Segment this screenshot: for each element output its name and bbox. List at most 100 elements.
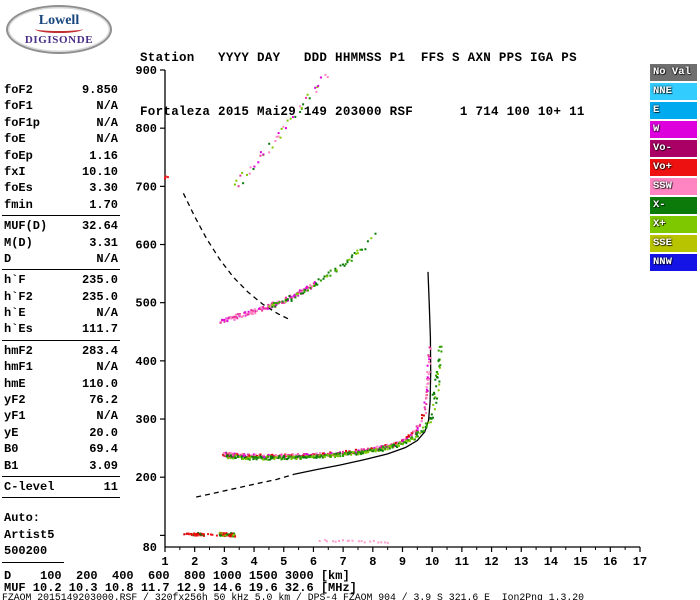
echo-trace-f2-hop-x [268, 248, 363, 308]
d-distance-row: D 100 200 400 600 800 1000 1500 3000 [km… [4, 569, 350, 583]
header-labels-line: Station YYYY DAY DDD HHMMSS P1 FFS S AXN… [140, 51, 577, 65]
legend-item-noval: No Val [650, 64, 697, 81]
param-value: 3.31 [89, 235, 118, 250]
x-tick-label: 5 [280, 555, 287, 569]
curve-muf-transmission-curve [182, 193, 290, 321]
param-label: hmE [4, 376, 26, 391]
y-tick-label: 80 [143, 541, 157, 555]
param-value: 9.850 [81, 83, 118, 97]
x-tick-label: 2 [191, 555, 198, 569]
param-row-hme: hmE 110.0 [2, 376, 120, 392]
param-label: h`F [4, 273, 26, 288]
echo-trace-es-left [183, 532, 193, 537]
legend-item-vo-: Vo- [650, 140, 697, 157]
param-label: B1 [4, 458, 19, 473]
x-tick-label: 8 [369, 555, 376, 569]
param-row-fof1: foF1 N/A [2, 98, 120, 114]
legend-item-x-: X- [650, 197, 697, 214]
param-label: yE [4, 425, 19, 440]
param-row-he: h`E N/A [2, 305, 120, 321]
y-tick-label: 300 [135, 413, 157, 427]
param-row-foes: foEs 3.30 [2, 180, 120, 196]
param-value: 32.64 [81, 219, 118, 234]
param-value: N/A [96, 99, 118, 114]
y-tick-label: 400 [135, 355, 157, 369]
param-value: 76.2 [89, 393, 118, 408]
curve-valley-extrapolation [196, 473, 295, 498]
param-label: h`Es [4, 322, 33, 337]
param-label: MUF(D) [4, 219, 48, 234]
x-tick-label: 3 [221, 555, 228, 569]
param-label: yF1 [4, 409, 26, 424]
y-tick-label: 900 [135, 64, 157, 78]
param-value: 69.4 [89, 442, 118, 457]
param-row-b0: B0 69.4 [2, 441, 120, 457]
param-value: 235.0 [81, 273, 118, 288]
x-tick-label: 17 [633, 555, 647, 569]
param-label: hmF2 [4, 343, 33, 358]
param-label: foEs [4, 181, 33, 196]
param-row-ye: yE 20.0 [2, 425, 120, 441]
param-row-hmf1: hmF1 N/A [2, 359, 120, 375]
param-row-md: M(D) 3.31 [2, 235, 120, 251]
legend-item-vo+: Vo+ [650, 159, 697, 176]
param-label: B0 [4, 442, 19, 457]
echo-trace-spread-row [318, 539, 389, 544]
param-row-foe: foE N/A [2, 131, 120, 147]
param-row-fxi: fxI 10.10 [2, 164, 120, 180]
param-row-clevel: C-level 11 [2, 479, 120, 495]
x-tick-label: 4 [250, 555, 257, 569]
legend-item-sse: SSE [650, 235, 697, 252]
digisonde-logo: Lowell DIGISONDE [6, 5, 112, 54]
param-value: 235.0 [81, 289, 118, 304]
param-label: C-level [4, 479, 55, 494]
param-label: fmin [4, 197, 33, 212]
x-tick-label: 11 [455, 555, 469, 569]
param-value: N/A [96, 306, 118, 321]
legend-item-w: W [650, 121, 697, 138]
param-label: foEp [4, 148, 33, 163]
legend-item-e: E [650, 102, 697, 119]
param-value: 3.30 [89, 181, 118, 196]
param-row-fof1p: foF1p N/A [2, 115, 120, 131]
plot-axes [164, 70, 640, 548]
y-tick-label: 800 [135, 122, 157, 136]
param-row-mufd: MUF(D) 32.64 [2, 218, 120, 234]
param-label: M(D) [4, 235, 33, 250]
panel-separator-short [2, 561, 64, 563]
x-tick-label: 12 [484, 555, 498, 569]
param-value: 110.0 [81, 376, 118, 391]
legend-item-nne: NNE [650, 83, 697, 100]
param-row-yf1: yF1 N/A [2, 408, 120, 424]
param-row-hes: h`Es 111.7 [2, 321, 120, 337]
status-line: FZAOM_2015149203000.RSF / 320fx256h 50 k… [2, 592, 585, 600]
param-value: N/A [96, 251, 118, 266]
echo-trace-f1-x-nose [431, 345, 443, 400]
param-value: 1.16 [89, 148, 118, 163]
param-row-hf: h`F 235.0 [2, 272, 120, 288]
param-value: 20.0 [89, 425, 118, 440]
param-value: 111.7 [81, 322, 118, 337]
param-row-hmf2: hmF2 283.4 [2, 343, 120, 359]
legend-item-nnw: NNW [650, 254, 697, 271]
param-footer-line: Auto: [4, 511, 41, 526]
param-row-fmin: fmin 1.70 [2, 197, 120, 213]
param-row-fof2: foF2 9.850 [2, 82, 120, 98]
autoscaling-info: Auto: Artist5 500200 [2, 510, 120, 563]
echo-trace-f2-hop-o [219, 281, 317, 324]
param-label: foF1 [4, 99, 33, 114]
echo-trace-axis-red-mark [164, 175, 169, 180]
station-header: Station YYYY DAY DDD HHMMSS P1 FFS S AXN… [140, 13, 585, 157]
echo-trace-es-mid [203, 533, 218, 537]
param-label: D [4, 251, 12, 266]
param-value: 283.4 [81, 343, 118, 358]
echo-legend: No Val NNE E W Vo- Vo+ SSW X- X+ SSE NNW [650, 64, 697, 273]
param-value: N/A [96, 115, 118, 130]
x-tick-label: 10 [425, 555, 439, 569]
panel-separator [2, 215, 120, 217]
legend-item-ssw: SSW [650, 178, 697, 195]
param-footer-line: 500200 [4, 544, 48, 559]
param-label: yF2 [4, 393, 26, 408]
